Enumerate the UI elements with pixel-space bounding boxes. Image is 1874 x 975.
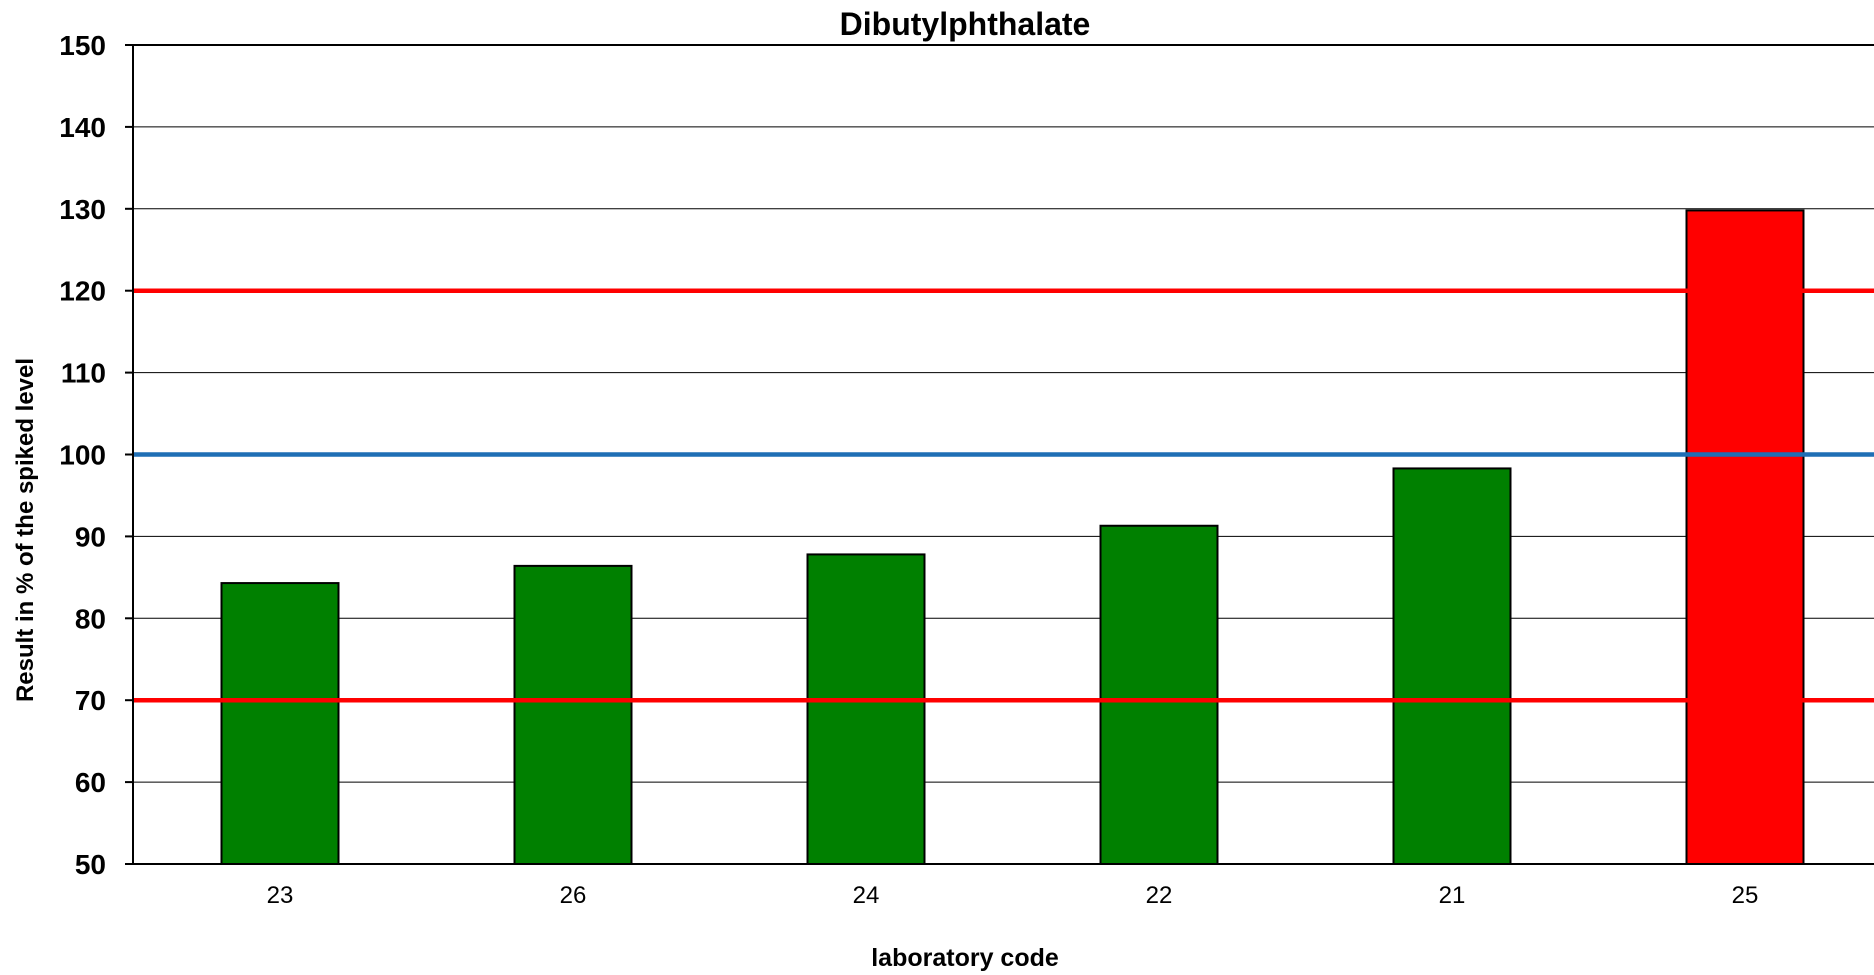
y-tick-label: 130	[59, 194, 106, 225]
x-tick-label: 22	[1146, 882, 1173, 909]
bar-23	[220, 582, 340, 865]
bar-26	[513, 564, 633, 865]
y-tick-label: 120	[59, 276, 106, 307]
x-axis-title: laboratory code	[871, 944, 1059, 972]
x-tick-label: 26	[560, 882, 587, 909]
y-tick-label: 70	[75, 685, 106, 716]
y-tick-label: 150	[59, 30, 106, 61]
bar-21	[1392, 467, 1512, 865]
y-tick-label: 140	[59, 112, 106, 143]
x-tick-label: 21	[1439, 882, 1466, 909]
x-tick-label: 23	[267, 882, 294, 909]
y-tick-label: 90	[75, 521, 106, 552]
y-tick-label: 80	[75, 603, 106, 634]
bar-22	[1099, 524, 1219, 865]
bar-24	[806, 553, 926, 866]
y-tick-label: 50	[75, 849, 106, 880]
y-tick-label: 60	[75, 767, 106, 798]
y-tick-label: 100	[59, 440, 106, 471]
y-axis-title: Result in % of the spiked level	[12, 357, 39, 703]
y-tick-label: 110	[61, 358, 106, 389]
x-tick-label: 25	[1732, 882, 1759, 909]
x-tick-label: 24	[853, 882, 880, 909]
bar-25	[1685, 209, 1805, 866]
chart-title: Dibutylphthalate	[839, 6, 1091, 42]
